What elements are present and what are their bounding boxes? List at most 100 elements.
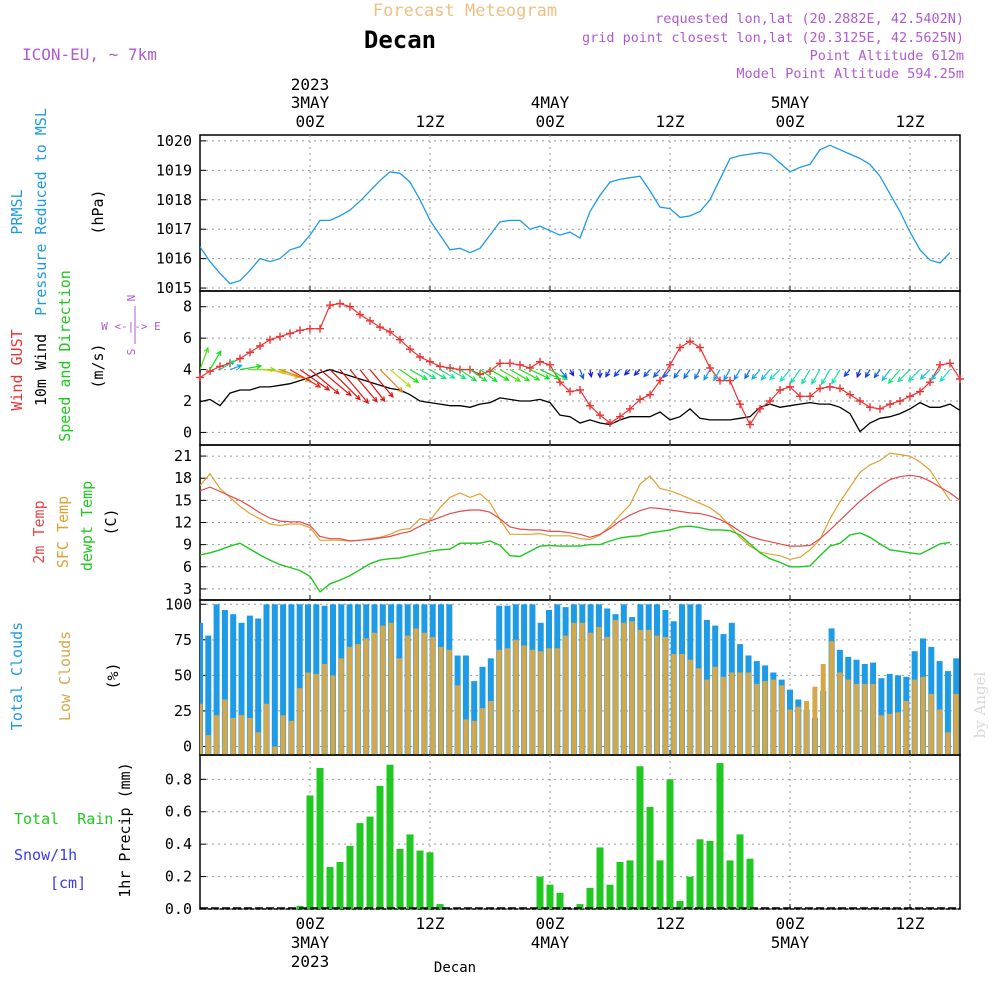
gust-marker xyxy=(826,382,834,391)
rain-bar xyxy=(676,900,684,909)
low-cloud-bar xyxy=(887,713,893,755)
wind-ytick-label: 2 xyxy=(183,392,192,410)
low-cloud-bar xyxy=(953,693,959,755)
footer-location: Decan xyxy=(434,960,476,976)
wind-arrow xyxy=(673,369,681,379)
wind-arrow xyxy=(279,369,312,382)
wind-arrow xyxy=(309,369,340,395)
wind-arrow xyxy=(469,369,488,382)
low-cloud-bar xyxy=(313,673,319,755)
rain-bar xyxy=(726,860,734,909)
bottom-date-label: 3MAY xyxy=(291,933,330,952)
low-cloud-bar xyxy=(596,627,602,755)
pressure-ytick-label: 1018 xyxy=(156,191,192,209)
requested-coords: requested lon,lat (20.2882E, 42.5402N) xyxy=(655,11,964,27)
pressure-panel: 1015 1016 1017 1018 1019 1020 xyxy=(156,132,961,297)
gust-marker xyxy=(286,329,294,338)
rain-bar xyxy=(396,849,404,909)
rain-bar xyxy=(436,904,444,909)
wind-arrow xyxy=(760,369,771,381)
wind-arrow xyxy=(559,369,568,379)
temp-2m-label: 2m Temp xyxy=(30,500,48,563)
precip-panel: 0.0 0.2 0.4 0.6 0.8 xyxy=(165,754,961,918)
compass-south: S xyxy=(125,349,138,356)
low-cloud-bar xyxy=(230,718,236,755)
low-cloud-bar xyxy=(928,693,934,755)
rain-bar xyxy=(376,785,384,909)
low-cloud-bar xyxy=(255,732,261,755)
gust-marker xyxy=(436,362,444,371)
rain-bar xyxy=(746,858,754,909)
gust-marker xyxy=(646,390,654,399)
total-cloud-bar xyxy=(471,681,478,755)
rain-bar xyxy=(696,839,704,909)
low-cloud-bar xyxy=(646,629,652,755)
low-cloud-bar xyxy=(396,658,402,755)
wind-arrow xyxy=(299,369,331,391)
wind-arrow xyxy=(529,369,551,380)
wind-ytick-label: 0 xyxy=(183,423,192,441)
low-cloud-bar xyxy=(870,683,876,755)
low-cloud-bar xyxy=(288,720,294,755)
total-cloud-bar xyxy=(263,604,270,755)
total-cloud-bar xyxy=(246,615,253,755)
low-cloud-bar xyxy=(247,718,253,755)
temp-ytick-label: 6 xyxy=(183,558,192,576)
wind-arrow xyxy=(930,369,941,381)
wind-arrow xyxy=(623,369,631,376)
low-cloud-bar xyxy=(563,635,569,755)
rain-label: Total Rain xyxy=(14,810,113,828)
bottom-hour-label: 00Z xyxy=(536,914,565,933)
wind-arrow xyxy=(369,369,394,398)
low-cloud-bar xyxy=(280,715,286,755)
temp-ytick-label: 18 xyxy=(174,469,192,487)
low-cloud-bar xyxy=(363,638,369,755)
low-cloud-bar xyxy=(579,622,585,755)
gust-marker xyxy=(396,335,404,344)
gust-marker xyxy=(806,392,814,401)
bottom-hour-label: 00Z xyxy=(296,914,325,933)
bottom-hour-label: 00Z xyxy=(776,914,805,933)
low-cloud-bar xyxy=(272,746,278,755)
precip-ytick-label: 0.8 xyxy=(165,770,192,788)
bottom-date-label: 5MAY xyxy=(771,933,810,952)
low-cloud-bar xyxy=(546,648,552,755)
low-cloud-bar xyxy=(239,715,244,755)
rain-bar xyxy=(666,779,674,909)
gust-marker xyxy=(386,327,394,336)
gust-marker xyxy=(606,419,614,427)
low-cloud-bar xyxy=(405,635,411,755)
total-cloud-bar xyxy=(238,622,245,755)
total-cloud-bar xyxy=(296,604,303,755)
gust-marker xyxy=(306,324,314,333)
rain-bar xyxy=(586,887,594,909)
low-cloud-bar xyxy=(729,672,735,755)
total-cloud-bar xyxy=(255,618,262,755)
top-date-label: 5MAY xyxy=(771,93,810,112)
temp-ytick-label: 12 xyxy=(174,514,192,532)
low-cloud-bar xyxy=(671,654,677,755)
low-cloud-bar xyxy=(338,658,344,755)
rain-bar xyxy=(646,806,654,909)
gust-marker xyxy=(246,348,254,357)
low-cloud-bar xyxy=(471,720,477,755)
wind-arrow xyxy=(539,369,561,380)
bottom-hour-label: 12Z xyxy=(416,914,445,933)
clouds-ytick-label: 25 xyxy=(174,702,192,720)
low-cloud-bar xyxy=(214,715,220,755)
wind-frame xyxy=(199,290,961,446)
gust-marker xyxy=(906,392,914,401)
wind-arrow xyxy=(907,369,921,382)
wind-arrow xyxy=(389,369,412,388)
total-cloud-bar xyxy=(205,635,212,755)
gust-marker xyxy=(556,378,564,387)
low-cloud-bar xyxy=(264,703,269,755)
low-cloud-bar xyxy=(862,683,868,755)
wind-arrow xyxy=(605,369,611,378)
wind-10m-label: 10m Wind xyxy=(32,334,50,406)
gust-marker xyxy=(886,400,894,409)
rain-bar xyxy=(656,860,664,909)
low-cloud-bar xyxy=(588,632,594,755)
